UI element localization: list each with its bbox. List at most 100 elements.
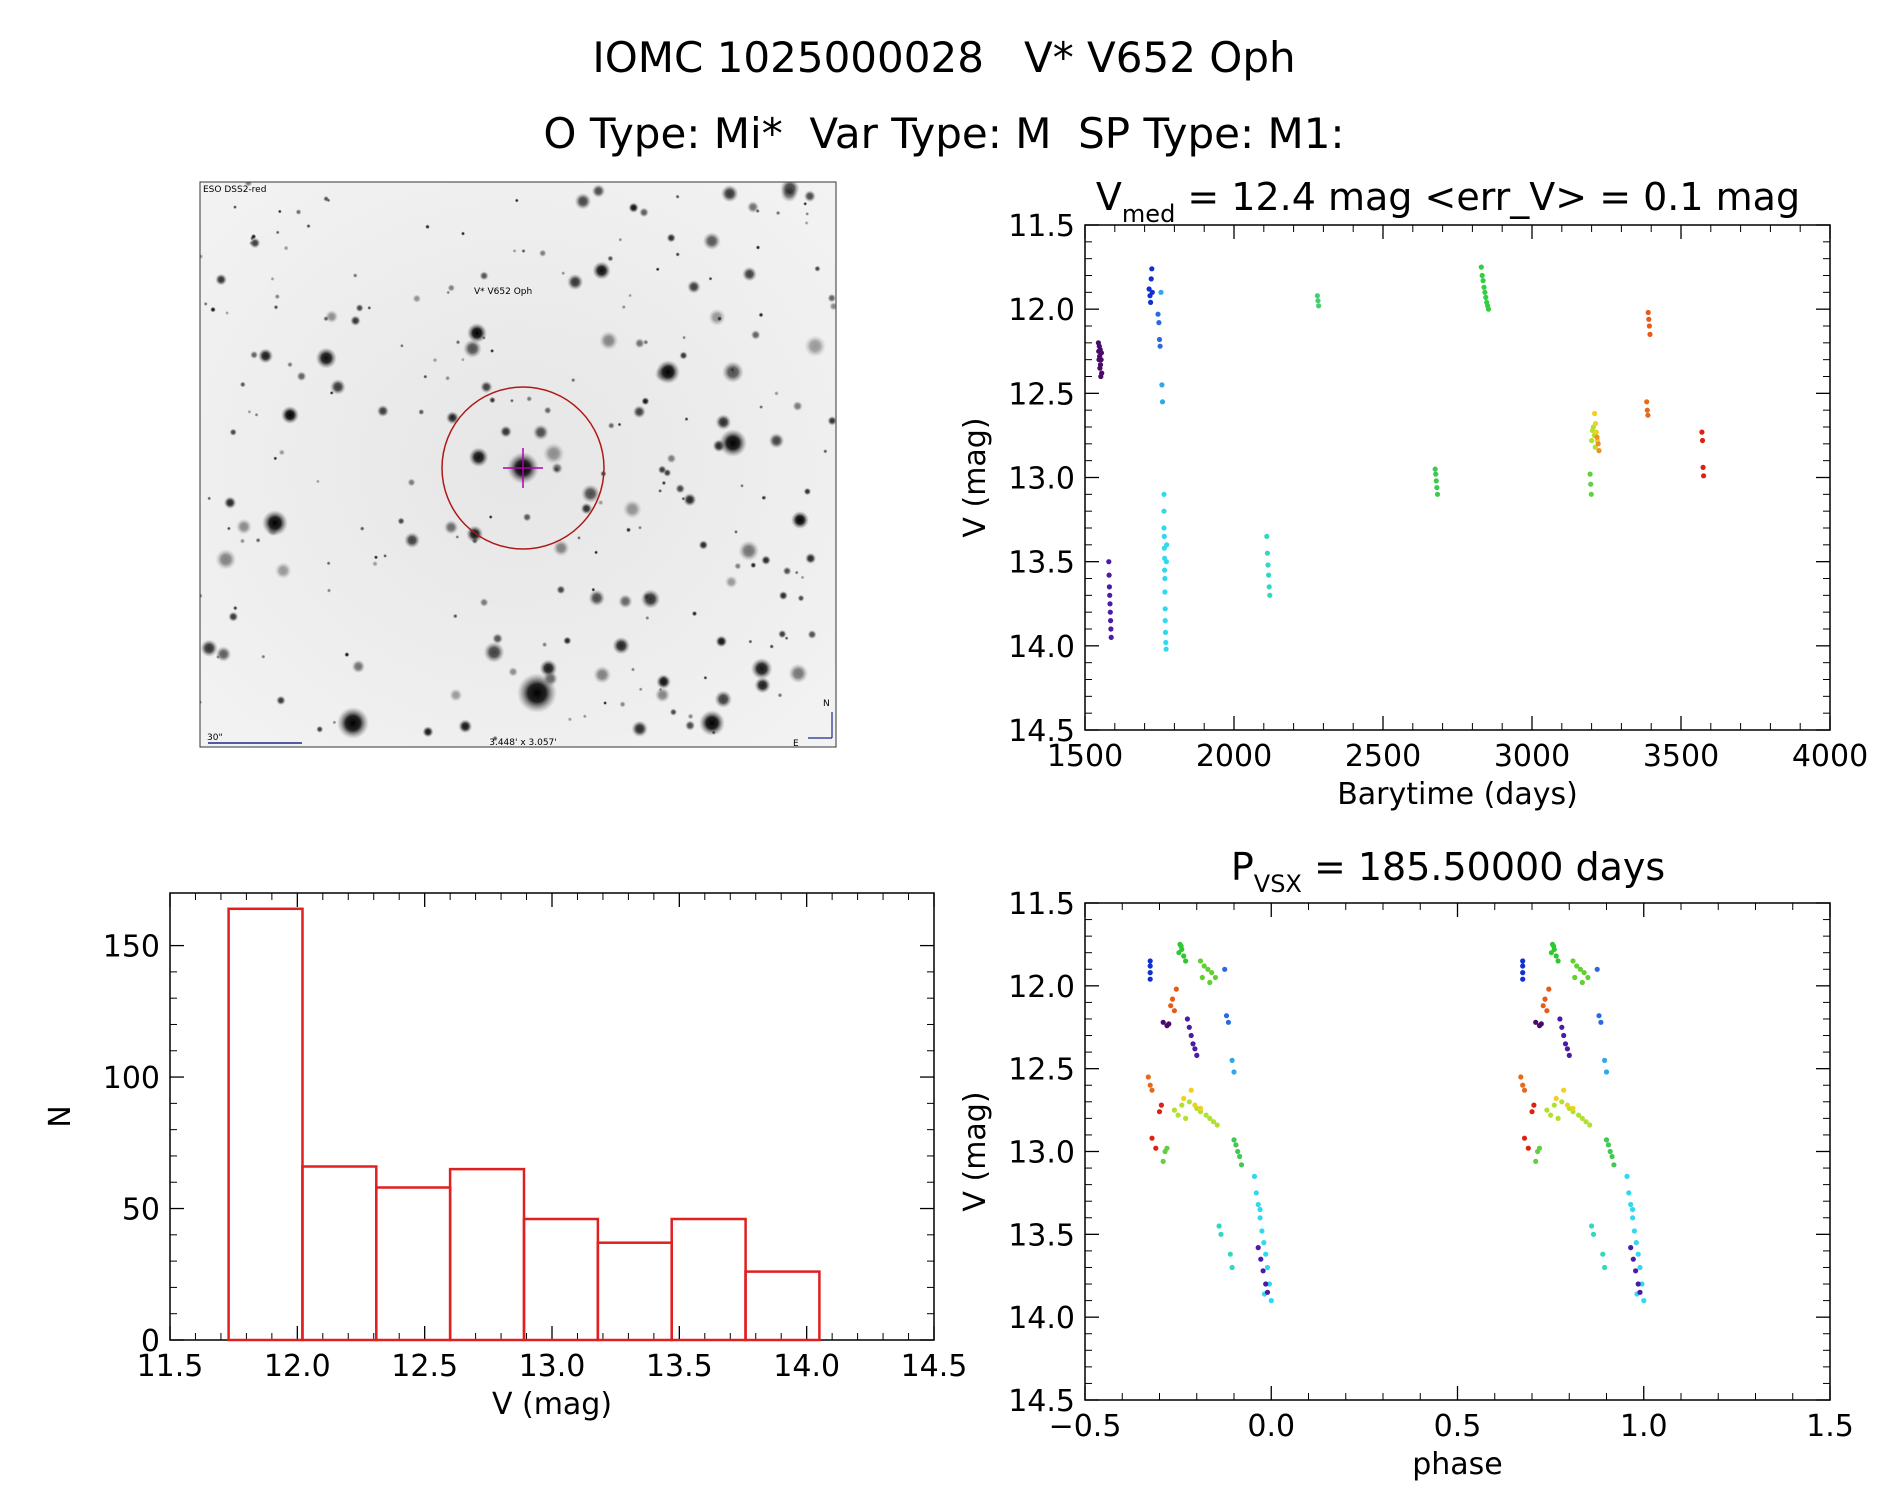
finder-star: [778, 591, 788, 601]
data-point: [1525, 1145, 1531, 1151]
finder-star: [597, 499, 604, 506]
finder-star: [612, 636, 630, 655]
data-point: [1315, 298, 1321, 304]
finder-star: [800, 575, 805, 580]
data-point: [1097, 362, 1104, 368]
histogram-bar: [227, 907, 304, 1342]
finder-star: [326, 561, 331, 566]
data-point: [1161, 533, 1167, 540]
data-point: [1264, 1264, 1271, 1271]
finder-star: [351, 659, 366, 674]
data-point: [1263, 1281, 1269, 1287]
data-point: [1212, 974, 1218, 981]
title-text: = 12.4 mag <err_V> = 0.1 mag: [1175, 175, 1800, 219]
finder-star: [621, 304, 626, 310]
data-point: [1531, 1102, 1537, 1108]
data-point: [1171, 1107, 1177, 1113]
y-tick-label: 12.5: [1008, 377, 1075, 412]
finder-star: [215, 646, 232, 662]
data-point: [1633, 1240, 1639, 1246]
finder-image: ESO DSS2-red V* V652 Oph 30" 3.448' x 3.…: [199, 181, 837, 749]
data-point: [1207, 979, 1213, 986]
data-point: [1548, 1112, 1554, 1118]
finder-star: [223, 496, 237, 510]
finder-star: [479, 271, 489, 281]
finder-star: [607, 255, 614, 262]
finder-star: [607, 422, 615, 430]
finder-star: [645, 615, 650, 621]
finder-star: [591, 587, 596, 592]
data-point: [1233, 1142, 1239, 1148]
data-point: [1145, 1074, 1151, 1080]
x-axis-label: V (mag): [492, 1387, 612, 1422]
y-tick-label: 12.0: [1008, 293, 1075, 328]
finder-star: [203, 301, 208, 306]
data-point: [1645, 412, 1651, 418]
finder-star: [666, 453, 677, 464]
data-point: [1194, 1052, 1200, 1058]
data-point: [1700, 464, 1706, 470]
data-point: [1257, 1215, 1263, 1221]
data-point: [1149, 1087, 1155, 1093]
data-point: [1197, 1105, 1204, 1111]
finder-star: [541, 641, 548, 648]
data-point: [1521, 1087, 1528, 1093]
data-point: [1214, 1122, 1220, 1128]
y-tick-label: 11.5: [1008, 209, 1075, 244]
finder-star: [215, 273, 228, 286]
data-point: [1156, 336, 1163, 343]
finder-star: [563, 636, 572, 645]
data-point: [1557, 1016, 1563, 1022]
finder-star: [239, 538, 246, 544]
histogram-panel: 11.5 12.0 12.5 13.0 13.5 14.0 14.5 0 50 100 150 V (…: [43, 892, 967, 1422]
finder-star: [522, 512, 532, 522]
finder-star: [656, 674, 671, 690]
finder-star: [581, 484, 600, 504]
data-point: [1641, 1298, 1647, 1304]
data-point: [1160, 1158, 1166, 1164]
finder-star: [316, 725, 324, 733]
finder-star: [593, 665, 612, 684]
histogram-bar: [301, 1165, 378, 1342]
data-point: [1161, 508, 1167, 514]
title-symbol: V: [1096, 175, 1122, 219]
data-point: [1159, 382, 1165, 388]
finder-star: [276, 695, 286, 706]
data-point: [1190, 1041, 1196, 1047]
data-point: [1235, 1148, 1241, 1155]
finder-star: [750, 657, 773, 680]
finder-star: [617, 422, 622, 427]
finder-star: [445, 375, 451, 381]
finder-star: [463, 339, 482, 358]
data-point: [1520, 963, 1526, 969]
histogram-bar: [596, 1241, 673, 1342]
data-point: [1156, 320, 1162, 326]
finder-star: [407, 478, 416, 487]
finder-star: [447, 284, 456, 292]
data-point: [1265, 562, 1271, 568]
histogram-bar: [670, 1217, 747, 1342]
data-point: [1161, 525, 1167, 531]
data-point: [1106, 559, 1112, 565]
data-point: [1266, 572, 1272, 578]
data-point: [1587, 1122, 1593, 1128]
data-point: [1158, 1102, 1164, 1108]
finder-star: [383, 553, 388, 558]
finder-star: [654, 687, 671, 703]
data-point: [1264, 1289, 1271, 1295]
finder-star: [738, 540, 760, 562]
finder-star: [618, 237, 623, 242]
finder-star: [675, 483, 686, 494]
data-point: [1162, 575, 1168, 582]
data-point: [1630, 1215, 1636, 1221]
finder-star: [274, 562, 292, 579]
finder-star: [642, 592, 651, 601]
finder-star: [458, 719, 473, 734]
finder-star: [592, 261, 611, 280]
finder-star: [332, 720, 337, 725]
finder-star: [514, 198, 519, 203]
data-point: [1163, 639, 1169, 646]
data-point: [1520, 1082, 1526, 1088]
target-circle: [441, 386, 605, 550]
x-tick-label: 3000: [1494, 739, 1570, 774]
